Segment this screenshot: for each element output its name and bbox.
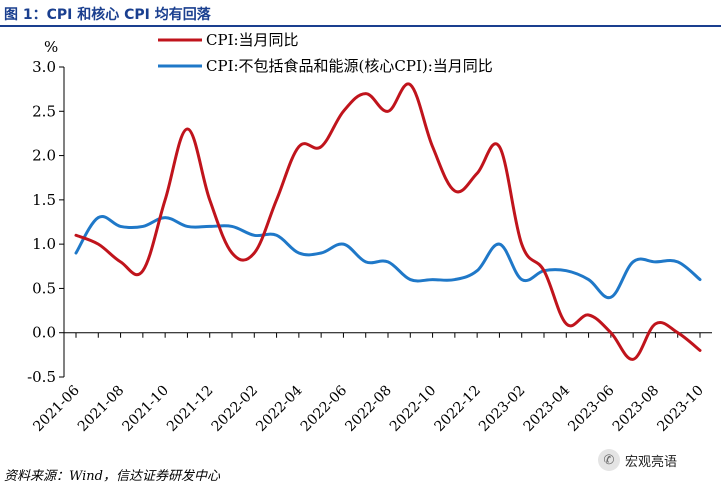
- x-tick-label: 2021-08: [75, 383, 127, 435]
- watermark: ✆ 宏观亮语: [598, 449, 677, 471]
- y-unit-label: %: [44, 38, 58, 56]
- wechat-icon: ✆: [598, 449, 620, 471]
- x-tick-label: 2021-10: [120, 383, 172, 435]
- x-tick-label: 2022-12: [432, 383, 484, 435]
- y-tick-label: 1.5: [32, 191, 56, 209]
- y-tick-label: 2.0: [32, 147, 56, 165]
- y-axis-ticks: -0.5 0.0 0.5 1.0 1.5 2.0 2.5 3.0: [27, 58, 64, 386]
- y-tick-label: 1.0: [32, 235, 56, 253]
- x-tick-label: 2022-06: [298, 382, 351, 435]
- source-note: 资料来源：Wind，信达证券研发中心: [4, 469, 220, 484]
- x-tick-label: 2023-10: [654, 383, 706, 435]
- y-tick-label: 2.5: [32, 102, 56, 120]
- core-cpi-yoy-line: [74, 215, 702, 300]
- x-tick-label: 2022-08: [342, 383, 394, 435]
- x-tick-label: 2021-12: [164, 383, 216, 435]
- x-tick-label: 2023-04: [521, 382, 574, 435]
- chart-axes: [63, 67, 712, 377]
- x-tick-label: 2023-08: [610, 383, 662, 435]
- x-tick-label: 2022-02: [209, 383, 261, 435]
- y-tick-label: 3.0: [32, 58, 56, 76]
- x-tick-label: 2022-04: [253, 382, 306, 435]
- title-divider: [0, 25, 721, 27]
- x-tick-label: 2023-06: [565, 382, 618, 435]
- cpi-yoy-line: [74, 82, 702, 361]
- x-axis-ticks: 2021-062021-082021-102021-122022-022022-…: [30, 332, 707, 435]
- series-lines: [74, 82, 702, 361]
- legend-label: CPI:不包括食品和能源(核心CPI):当月同比: [206, 57, 493, 75]
- x-tick-label: 2022-10: [387, 383, 439, 435]
- y-tick-label: 0.5: [32, 279, 56, 297]
- y-tick-label: -0.5: [27, 368, 56, 386]
- x-tick-label: 2021-06: [30, 382, 83, 435]
- y-tick-label: 0.0: [32, 324, 56, 342]
- x-tick-label: 2023-02: [476, 383, 528, 435]
- chart-legend: CPI:当月同比 CPI:不包括食品和能源(核心CPI):当月同比: [158, 31, 493, 75]
- legend-label: CPI:当月同比: [206, 31, 299, 49]
- figure-title: 图 1：CPI 和核心 CPI 均有回落: [4, 7, 211, 23]
- watermark-text: 宏观亮语: [625, 454, 678, 470]
